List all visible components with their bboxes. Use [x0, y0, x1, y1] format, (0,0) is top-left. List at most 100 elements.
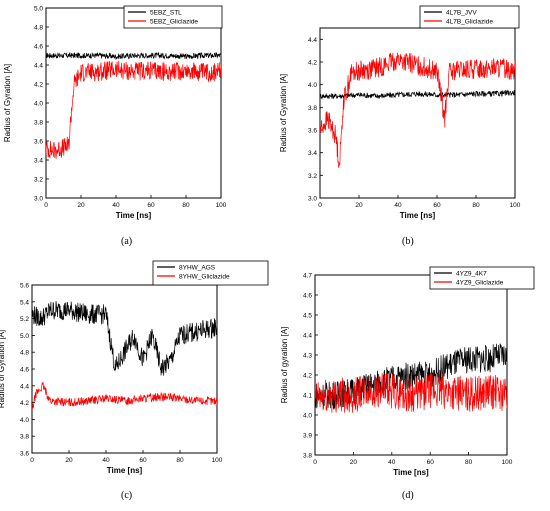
y-axis-label: Radius of Gyration [A] — [279, 74, 288, 152]
y-tick-label: 3.0 — [34, 196, 43, 203]
y-tick-label: 4.2 — [303, 373, 312, 380]
y-tick-label: 3.8 — [34, 120, 43, 127]
y-tick-label: 3.2 — [308, 173, 317, 180]
panel-caption-a: (a) — [121, 236, 133, 247]
legend-label: 5EBZ_STL — [150, 10, 182, 17]
legend-label: 4YZ9_4K7 — [456, 271, 487, 278]
y-tick-label: 5.4 — [20, 299, 29, 306]
y-tick-label: 4.6 — [34, 44, 43, 51]
y-tick-label: 3.6 — [34, 139, 43, 146]
legend-label: 4YZ9_Gliclazide — [456, 280, 504, 287]
y-tick-label: 4.2 — [34, 82, 43, 89]
x-tick-label: 0 — [30, 457, 34, 464]
plot-frame — [314, 274, 508, 456]
y-tick-label: 3.8 — [20, 434, 29, 441]
legend-label: 8YHW_Gliclazide — [179, 274, 230, 281]
plot-frame — [319, 27, 516, 199]
x-axis-label: Time [ns] — [393, 468, 429, 477]
y-tick-label: 4.5 — [303, 313, 312, 320]
chart-svg: 3.6 3.8 4.0 4.2 4.4 4.6 4.8 5.0 5.2 5.4 5.6 0 20 40 60… — [0, 260, 269, 475]
chart-panel-d: 3.8 3.9 4.0 4.1 4.2 4.3 4.4 4.5 4.6 4.7 0 20 40 60 80 1… — [275, 253, 550, 506]
y-tick-label: 5.2 — [20, 316, 29, 323]
x-tick-label: 0 — [313, 459, 317, 466]
y-tick-label: 4.2 — [308, 60, 317, 67]
x-tick-label: 80 — [472, 202, 480, 209]
series-line-gliclazide — [320, 52, 515, 168]
legend-label: 8YHW_AGS — [179, 265, 216, 272]
x-axis-label: Time [ns] — [400, 211, 436, 220]
y-tick-label: 4.7 — [303, 273, 312, 280]
x-tick-label: 20 — [65, 457, 73, 464]
y-tick-label: 4.0 — [303, 413, 312, 420]
y-tick-label: 4.0 — [34, 101, 43, 108]
x-tick-label: 100 — [216, 202, 227, 209]
y-tick-label: 4.4 — [34, 63, 43, 70]
y-tick-label: 3.2 — [34, 177, 43, 184]
legend-label: 4L7B_Gliclazide — [446, 19, 493, 26]
chart-panel-c: 3.6 3.8 4.0 4.2 4.4 4.6 4.8 5.0 5.2 5.4 5.6 0 20 40 60… — [0, 253, 275, 506]
x-axis-label: Time [ns] — [107, 466, 143, 475]
y-tick-label: 3.0 — [308, 196, 317, 203]
series-line-gliclazide — [315, 372, 507, 413]
chart-panel-b: 3.0 3.2 3.4 3.6 3.8 4.0 4.2 4.4 0 20 40 60 80 100 Time… — [275, 0, 550, 253]
y-tick-label: 5.0 — [34, 6, 43, 13]
legend-label: 5EBZ_Gliclazide — [150, 19, 198, 26]
panel-caption-b: (b) — [402, 236, 414, 247]
y-tick-label: 3.4 — [34, 158, 43, 165]
y-tick-label: 4.6 — [20, 367, 29, 374]
x-tick-label: 60 — [433, 202, 441, 209]
y-tick-label: 4.8 — [34, 25, 43, 32]
x-tick-label: 80 — [182, 202, 190, 209]
legend-box — [429, 266, 535, 290]
x-tick-label: 80 — [176, 457, 184, 464]
y-tick-label: 4.6 — [303, 293, 312, 300]
series-line-reference — [32, 301, 217, 376]
x-tick-label: 40 — [102, 457, 110, 464]
chart-svg: 3.0 3.2 3.4 3.6 3.8 4.0 4.2 4.4 0 20 40 60 80 100 Time… — [279, 5, 521, 220]
x-axis-label: Time [ns] — [116, 211, 152, 220]
x-tick-label: 100 — [502, 459, 513, 466]
series-line-reference — [46, 51, 221, 60]
x-tick-label: 80 — [465, 459, 473, 466]
y-tick-label: 4.3 — [303, 353, 312, 360]
legend-label: 4L7B_JVV — [446, 10, 477, 17]
x-tick-label: 100 — [212, 457, 223, 464]
legend-box — [419, 5, 520, 29]
x-tick-label: 100 — [510, 202, 521, 209]
series-line-reference — [320, 89, 515, 100]
y-tick-label: 4.4 — [303, 333, 312, 340]
x-tick-label: 20 — [355, 202, 363, 209]
y-tick-label: 3.6 — [308, 128, 317, 135]
chart-svg: 3.8 3.9 4.0 4.1 4.2 4.3 4.4 4.5 4.6 4.7 0 20 40 60 80 1… — [280, 266, 535, 477]
panel-caption-c: (c) — [121, 490, 133, 501]
x-tick-label: 40 — [394, 202, 402, 209]
x-tick-label: 20 — [77, 202, 85, 209]
y-tick-label: 4.4 — [20, 383, 29, 390]
legend-box — [152, 260, 269, 286]
x-tick-label: 60 — [427, 459, 435, 466]
y-tick-label: 4.1 — [303, 393, 312, 400]
series-line-gliclazide — [32, 382, 217, 410]
y-axis-label: Radius of gyration [A] — [280, 327, 289, 403]
y-tick-label: 4.8 — [20, 350, 29, 357]
y-axis-label: Radius of Gyration [A] — [3, 64, 12, 142]
y-tick-label: 4.0 — [308, 82, 317, 89]
series-line-gliclazide — [46, 60, 221, 159]
y-tick-label: 4.4 — [308, 37, 317, 44]
y-tick-label: 4.2 — [20, 400, 29, 407]
y-tick-label: 3.6 — [20, 451, 29, 458]
chart-svg: 3.0 3.2 3.4 3.6 3.8 4.0 4.2 4.4 4.6 4.8 5.0 0 20 40 60… — [3, 5, 227, 221]
y-tick-label: 5.0 — [20, 333, 29, 340]
x-tick-label: 60 — [139, 457, 147, 464]
x-tick-label: 40 — [112, 202, 120, 209]
x-tick-label: 20 — [350, 459, 358, 466]
x-tick-label: 40 — [388, 459, 396, 466]
panel-caption-d: (d) — [402, 490, 414, 501]
y-tick-label: 3.9 — [303, 433, 312, 440]
y-tick-label: 4.0 — [20, 417, 29, 424]
y-tick-label: 3.8 — [303, 453, 312, 460]
x-tick-label: 0 — [44, 202, 48, 209]
y-tick-label: 3.4 — [308, 150, 317, 157]
legend-box — [123, 5, 223, 29]
x-tick-label: 0 — [318, 202, 322, 209]
